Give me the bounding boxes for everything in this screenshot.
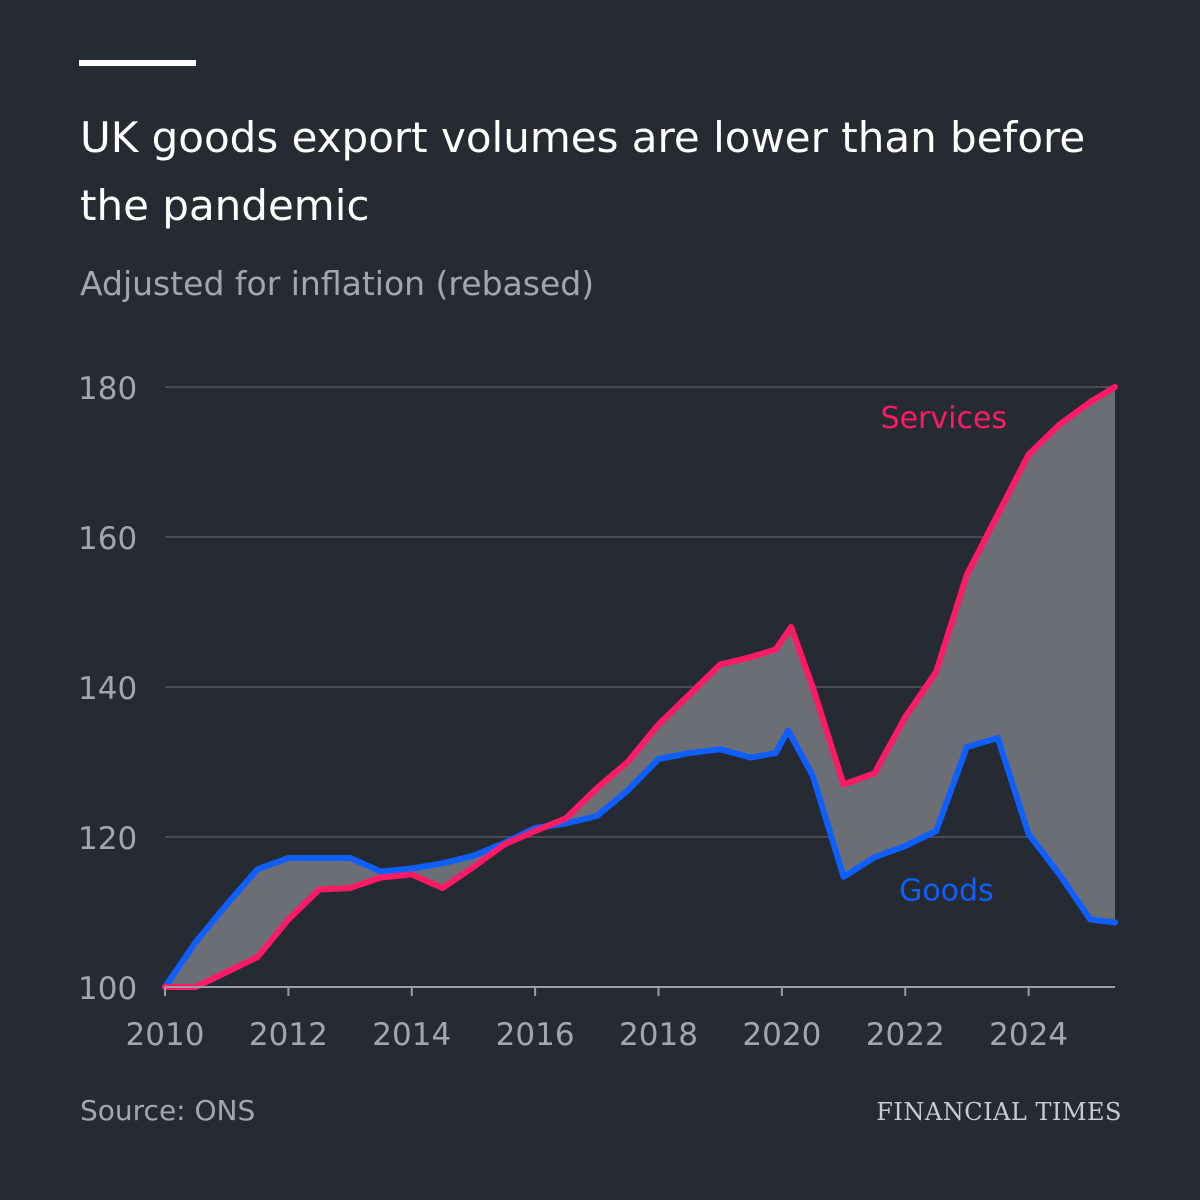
goods-point: [902, 843, 908, 849]
goods-point: [347, 855, 353, 861]
annotation-goods: Goods: [899, 874, 994, 909]
services-point: [594, 785, 600, 791]
services-point: [810, 684, 816, 690]
x-tick-label: 2018: [619, 1017, 698, 1053]
goods-point: [1087, 917, 1093, 922]
x-tick-label: 2016: [496, 1017, 575, 1053]
services-point: [378, 875, 384, 880]
goods-point: [193, 939, 199, 945]
services-point: [285, 917, 291, 922]
services-point: [1087, 399, 1093, 405]
services-point: [470, 864, 476, 870]
x-tick-label: 2012: [249, 1017, 328, 1053]
series-annotations: Services Goods: [881, 401, 1008, 909]
chart-subtitle: Adjusted for inflation (rebased): [80, 264, 595, 303]
services-point: [773, 647, 779, 652]
x-tick-label: 2010: [126, 1017, 205, 1053]
x-tick-label: 2014: [372, 1017, 451, 1053]
goods-point: [470, 853, 476, 859]
goods-point: [995, 735, 1001, 741]
x-axis: 2010 2012 2014 2016 2018 2020 2022 2024: [126, 986, 1115, 1053]
y-tick-label: 160: [78, 521, 137, 557]
goods-point: [841, 874, 847, 880]
goods-point: [773, 750, 779, 756]
series-lines: [162, 384, 1118, 990]
services-point: [409, 872, 415, 877]
goods-point: [1112, 920, 1118, 925]
chart-title: UK goods export volumes are lower than b…: [80, 113, 1086, 230]
goods-point: [810, 773, 816, 778]
gap-area-fill: [165, 387, 1115, 987]
goods-point: [686, 750, 692, 756]
services-point: [532, 828, 538, 834]
services-point: [1112, 384, 1118, 390]
goods-point: [717, 746, 723, 752]
source-note: Source: ONS: [80, 1094, 256, 1127]
goods-point: [440, 860, 446, 866]
goods-point: [1057, 872, 1062, 877]
x-tick-label: 2024: [989, 1017, 1068, 1053]
services-point: [717, 662, 723, 667]
goods-point: [871, 854, 877, 860]
goods-point: [316, 855, 322, 861]
x-tick-label: 2020: [742, 1017, 821, 1053]
goods-point: [285, 855, 291, 861]
services-point: [563, 815, 569, 821]
services-point: [625, 759, 631, 765]
x-tick-label: 2022: [866, 1017, 945, 1053]
goods-point: [933, 828, 939, 834]
goods-point: [594, 813, 600, 819]
services-point: [933, 669, 939, 675]
y-axis: 100 120 140 160 180: [78, 371, 137, 1007]
services-point: [841, 782, 847, 787]
services-point: [1026, 452, 1032, 457]
goods-point: [1026, 831, 1032, 837]
y-tick-label: 120: [78, 821, 137, 857]
services-point: [255, 954, 260, 960]
services-point: [1057, 422, 1062, 427]
goods-point: [563, 821, 569, 826]
goods-point: [224, 902, 230, 907]
goods-point: [409, 866, 415, 871]
goods-point: [255, 866, 260, 872]
services-point: [902, 714, 908, 720]
services-point: [316, 887, 322, 892]
goods-point: [378, 869, 384, 874]
y-tick-label: 180: [78, 371, 137, 407]
services-point: [995, 512, 1001, 517]
services-point: [656, 722, 661, 727]
goods-point: [748, 755, 754, 760]
goods-point: [656, 756, 661, 762]
brand-logo: FINANCIAL TIMES: [876, 1098, 1122, 1126]
services-point: [224, 969, 230, 975]
goods-point: [964, 744, 970, 750]
top-rule: [79, 60, 196, 66]
y-tick-label: 100: [78, 971, 137, 1007]
goods-point: [625, 788, 631, 793]
y-tick-label: 140: [78, 671, 137, 707]
services-point: [748, 654, 754, 660]
services-point: [501, 842, 507, 847]
services-point: [347, 885, 353, 891]
services-point: [686, 692, 692, 697]
services-point: [788, 624, 794, 630]
services-point: [871, 770, 877, 776]
goods-point: [785, 728, 791, 733]
services-point: [964, 572, 970, 577]
services-point: [440, 885, 446, 891]
annotation-services: Services: [881, 401, 1008, 436]
